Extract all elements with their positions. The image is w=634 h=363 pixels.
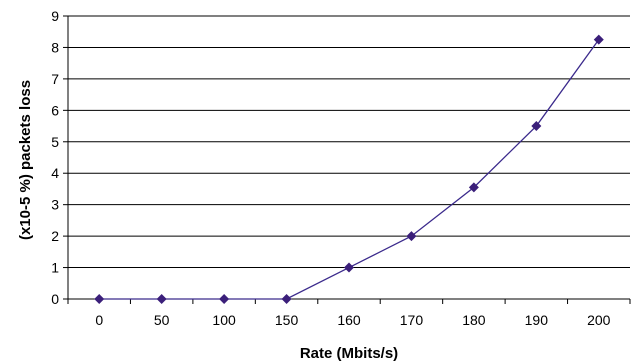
- y-tick-labels: 0 1 2 3 4 5 6 7 8 9: [51, 8, 59, 307]
- y-tick-label: 3: [51, 197, 59, 213]
- x-tick-label: 150: [275, 312, 299, 328]
- x-tick-label: 100: [212, 312, 236, 328]
- y-tick-label: 2: [51, 228, 59, 244]
- gridlines: [68, 15, 630, 269]
- x-tick-label: 170: [400, 312, 424, 328]
- data-point-marker: [344, 262, 354, 273]
- y-tick-label: 6: [51, 102, 59, 118]
- x-tick-label: 160: [337, 312, 361, 328]
- data-point-marker: [219, 294, 230, 304]
- axes: [63, 15, 631, 304]
- data-point-marker: [468, 182, 479, 193]
- data-point-marker: [156, 294, 167, 304]
- y-tick-label: 9: [51, 8, 59, 24]
- x-tick-label: 190: [525, 312, 549, 328]
- x-axis-title: Rate (Mbits/s): [300, 345, 398, 362]
- y-tick-label: 4: [51, 165, 59, 181]
- y-tick-label: 1: [51, 260, 59, 276]
- x-tick-label: 200: [587, 312, 611, 328]
- y-axis-title: (x10-5 %) packets loss: [17, 80, 34, 240]
- x-tick-label: 50: [154, 312, 170, 328]
- data-point-marker: [281, 294, 292, 304]
- x-tick-label: 0: [95, 312, 103, 328]
- series-markers: [94, 34, 604, 304]
- x-tick-label: 180: [462, 312, 486, 328]
- data-point-marker: [94, 294, 105, 304]
- data-point-marker: [406, 231, 417, 242]
- data-point-marker: [593, 34, 604, 45]
- y-tick-label: 5: [51, 134, 59, 150]
- y-tick-label: 0: [51, 291, 59, 307]
- data-point-marker: [531, 121, 542, 132]
- y-tick-label: 7: [51, 71, 59, 87]
- x-tick-labels: 0 50 100 150 160 170 180 190 200: [95, 312, 610, 328]
- y-tick-label: 8: [51, 39, 59, 55]
